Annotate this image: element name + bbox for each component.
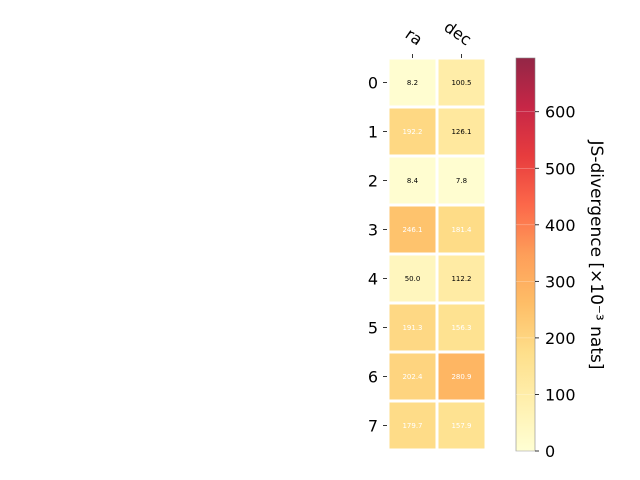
heatmap-cell — [389, 255, 436, 302]
heatmap-cell — [438, 353, 485, 400]
row-tick-labels: 0 1 2 3 4 5 6 7 — [368, 74, 387, 436]
column-tick-label: ra — [402, 24, 426, 49]
row-tick-label: 3 — [368, 221, 378, 240]
cell-value-label: 7.8 — [456, 177, 467, 185]
cell-value-label: 191.3 — [402, 324, 422, 332]
cell-value-label: 156.3 — [451, 324, 471, 332]
heatmap-cell — [389, 402, 436, 449]
colorbar-tick-label: 400 — [545, 216, 576, 235]
column-tick-labels: ra dec — [402, 17, 475, 58]
colorbar-label: JS-divergence [×10⁻³ nats] — [586, 140, 606, 370]
colorbar-tick-label: 100 — [545, 385, 576, 404]
heatmap-cell — [389, 206, 436, 253]
heatmap-cell — [438, 59, 485, 106]
colorbar: 0 100 200 300 400 500 600 JS-divergence [×10⁻³… — [515, 57, 606, 461]
heatmap-cell — [438, 402, 485, 449]
heatmap-cell — [389, 108, 436, 155]
cell-value-label: 246.1 — [402, 226, 422, 234]
column-tick-label: dec — [441, 17, 475, 49]
cell-value-label: 8.4 — [407, 177, 419, 185]
heatmap-cell — [389, 304, 436, 351]
row-tick-label: 7 — [368, 417, 378, 436]
cell-value-label: 202.4 — [402, 373, 423, 381]
row-tick-label: 1 — [368, 123, 378, 142]
cell-value-label: 50.0 — [405, 275, 421, 283]
cell-value-label: 157.9 — [451, 422, 471, 430]
heatmap-cell — [438, 304, 485, 351]
colorbar-tick-label: 600 — [545, 103, 576, 122]
cell-value-label: 8.2 — [407, 79, 418, 87]
colorbar-tick-label: 0 — [545, 442, 555, 461]
row-tick-label: 2 — [368, 172, 378, 191]
cell-value-label: 181.4 — [451, 226, 472, 234]
cell-value-label: 100.5 — [451, 79, 471, 87]
heatmap-cell — [438, 108, 485, 155]
heatmap-cell — [438, 206, 485, 253]
cell-value-label: 280.9 — [451, 373, 471, 381]
colorbar-gradient — [516, 58, 535, 451]
colorbar-tick-label: 200 — [545, 329, 576, 348]
heatmap-cell — [389, 59, 436, 106]
heatmap-cell — [438, 157, 485, 204]
colorbar-tick-label: 300 — [545, 272, 576, 291]
row-tick-label: 6 — [368, 368, 378, 387]
heatmap-grid: 8.2 100.5 192.2 126.1 8.4 7.8 246.1 181.4 50.0 11… — [389, 59, 485, 449]
row-tick-label: 5 — [368, 319, 378, 338]
heatmap-cell — [389, 353, 436, 400]
heatmap-cell — [389, 157, 436, 204]
row-tick-label: 0 — [368, 74, 378, 93]
row-tick-label: 4 — [368, 270, 378, 289]
cell-value-label: 112.2 — [451, 275, 471, 283]
heatmap-cell — [438, 255, 485, 302]
colorbar-tick-label: 500 — [545, 159, 576, 178]
cell-value-label: 126.1 — [451, 128, 471, 136]
colorbar-ticks: 0 100 200 300 400 500 600 — [516, 103, 576, 461]
cell-value-label: 179.7 — [402, 422, 422, 430]
cell-value-label: 192.2 — [402, 128, 422, 136]
